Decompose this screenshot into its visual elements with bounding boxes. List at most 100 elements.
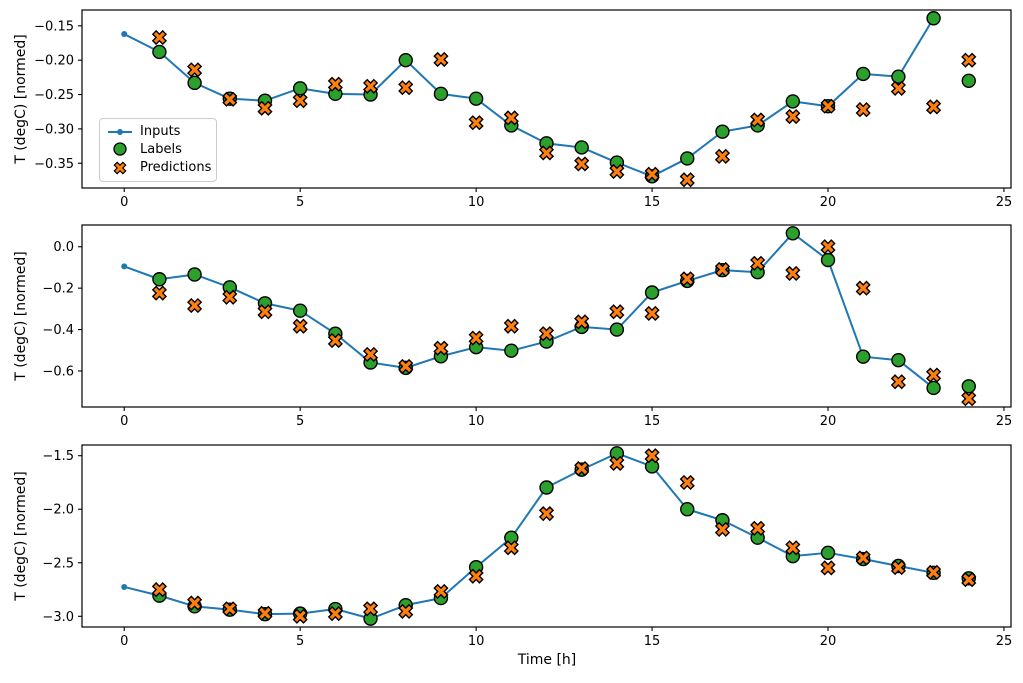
labels-markers	[152, 446, 976, 626]
prediction-point	[890, 374, 906, 390]
label-point	[820, 252, 836, 268]
prediction-point	[468, 115, 484, 131]
prediction-point	[362, 78, 379, 94]
plot-frame	[81, 444, 1012, 628]
prediction-point	[785, 540, 801, 556]
y-tick-label: −0.2	[42, 282, 74, 297]
prediction-point	[714, 521, 731, 537]
prediction-point	[327, 76, 343, 92]
inputs-markers	[121, 230, 937, 391]
prediction-point	[538, 326, 555, 342]
label-point	[433, 86, 449, 102]
label-point	[891, 353, 906, 368]
prediction-point	[750, 520, 766, 536]
x-tick-label: 15	[644, 414, 661, 429]
prediction-point	[609, 304, 625, 320]
prediction-point	[187, 297, 203, 314]
prediction-point	[292, 93, 308, 109]
prediction-point	[292, 608, 308, 624]
label-point	[856, 349, 871, 364]
x-tick-label: 5	[296, 634, 304, 649]
prediction-point	[890, 80, 906, 96]
y-tick-label: −0.4	[42, 323, 74, 338]
prediction-point	[750, 255, 766, 271]
prediction-point	[785, 108, 801, 125]
prediction-point	[609, 163, 625, 180]
prediction-point	[925, 99, 942, 115]
inputs-line	[123, 232, 935, 389]
x-tick-label: 25	[996, 634, 1013, 649]
y-axis-label-middle: T (degC) [normed]	[13, 251, 29, 381]
labels-markers	[152, 226, 976, 396]
prediction-point	[503, 540, 519, 556]
label-point	[574, 140, 589, 155]
prediction-point	[855, 550, 871, 566]
label-point	[856, 66, 871, 82]
y-tick-label: −3.0	[42, 610, 74, 625]
label-point	[644, 285, 660, 300]
prediction-point	[679, 271, 695, 287]
label-point	[926, 380, 941, 396]
inputs-markers	[121, 15, 937, 180]
label-point	[609, 322, 625, 337]
prediction-point	[257, 100, 273, 116]
labels-circle-icon	[107, 141, 133, 157]
prediction-point	[327, 606, 343, 622]
label-point	[961, 73, 976, 88]
prediction-point	[433, 51, 449, 68]
prediction-point	[679, 172, 695, 188]
y-tick-label: −0.6	[42, 364, 74, 379]
prediction-point	[750, 112, 766, 128]
label-point	[820, 545, 836, 561]
y-tick-label: −1.5	[42, 449, 74, 464]
subplot-2: 0 5 10 15 20 25 0.0 −0.2 −0.4 −0.6	[42, 224, 1013, 429]
predictions-markers	[151, 448, 977, 624]
y-tick-label: −0.25	[34, 88, 74, 103]
prediction-point	[151, 29, 168, 46]
prediction-point	[925, 367, 942, 383]
predictions-markers	[151, 239, 977, 407]
prediction-point	[362, 601, 379, 617]
x-tick-label: 10	[468, 634, 485, 649]
y-tick-label: −2.0	[42, 503, 74, 518]
x-tick-label: 20	[820, 195, 837, 210]
legend-entry-inputs: Inputs	[107, 124, 209, 139]
prediction-point	[961, 52, 977, 68]
prediction-point	[855, 102, 871, 118]
label-point	[961, 379, 976, 394]
prediction-point	[503, 318, 519, 334]
prediction-point	[222, 91, 238, 107]
input-point	[121, 263, 128, 270]
x-tick-label: 25	[996, 414, 1013, 429]
prediction-point	[820, 98, 836, 114]
label-point	[539, 480, 554, 495]
prediction-point	[222, 289, 238, 305]
prediction-point	[398, 603, 414, 619]
prediction-point	[222, 601, 238, 617]
prediction-point	[714, 148, 731, 164]
label-point	[292, 81, 308, 96]
y-axis-label-top: T (degC) [normed]	[13, 34, 29, 164]
prediction-point	[820, 560, 836, 576]
input-point	[121, 31, 128, 38]
label-point	[398, 52, 413, 68]
prediction-point	[714, 261, 731, 278]
prediction-point	[257, 304, 273, 320]
x-tick-label: 15	[644, 634, 661, 649]
x-tick-label: 0	[120, 195, 128, 210]
prediction-point	[362, 346, 379, 362]
prediction-point	[574, 460, 590, 477]
y-tick-label: −0.35	[34, 157, 74, 172]
y-tick-label: −0.15	[34, 19, 74, 34]
subplot-1: 0 5 10 15 20 25 −0.15 −0.20 −0.25 −0.30 −0.35	[34, 9, 1012, 210]
y-axis-label-bottom: T (degC) [normed]	[13, 471, 29, 601]
prediction-point	[925, 564, 942, 580]
prediction-point	[468, 568, 484, 584]
prediction-point	[468, 330, 484, 346]
prediction-point	[961, 391, 977, 407]
legend-label-labels: Labels	[140, 141, 182, 157]
legend-label-predictions: Predictions	[140, 160, 212, 176]
legend-entry-predictions: Predictions	[107, 160, 212, 176]
